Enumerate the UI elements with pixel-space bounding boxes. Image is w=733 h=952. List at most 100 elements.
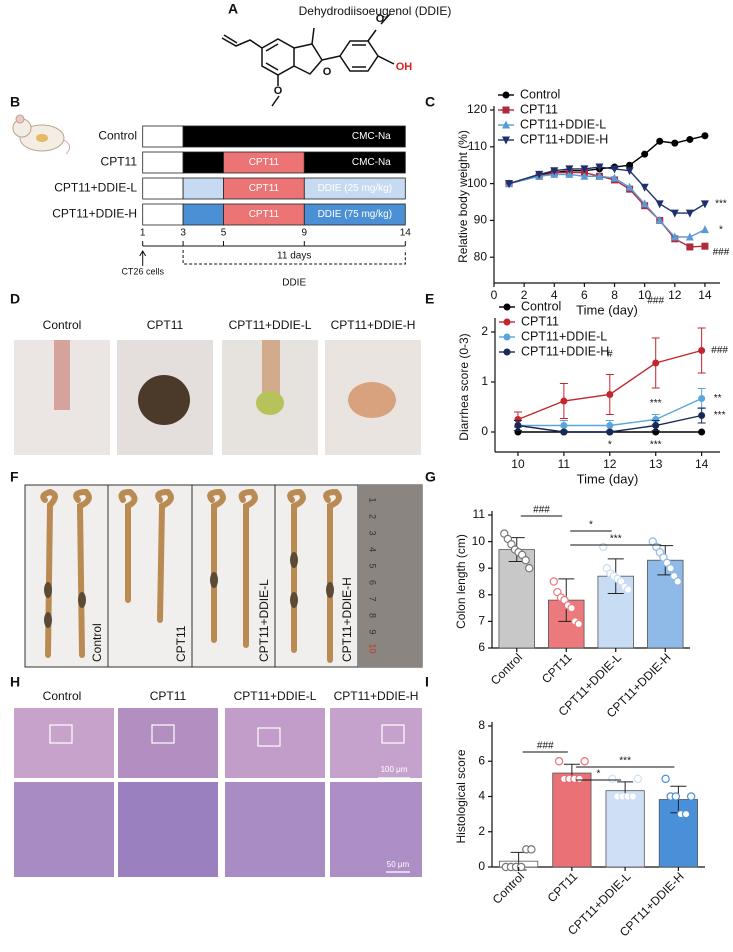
marker bbox=[560, 397, 568, 405]
treatment-phase bbox=[142, 203, 184, 226]
group-label: CPT11+DDIE-L bbox=[54, 181, 137, 195]
timeline-tick-label: 1 bbox=[140, 228, 146, 239]
phase-label: DDIE (75 mg/kg) bbox=[318, 209, 392, 220]
significance-label: ** bbox=[714, 393, 722, 404]
x-tick-label: 12 bbox=[603, 457, 617, 471]
y-tick-label: 6 bbox=[478, 753, 485, 767]
phase-label: CMC-Na bbox=[352, 157, 391, 168]
photo-label: CPT11+DDIE-H bbox=[340, 577, 354, 662]
photo-label: CPT11+DDIE-L bbox=[257, 579, 271, 662]
treatment-phase bbox=[303, 203, 406, 226]
data-point bbox=[628, 792, 637, 801]
treatment-phase bbox=[182, 203, 224, 226]
photo-label: CPT11+DDIE-L bbox=[229, 318, 312, 332]
marker bbox=[505, 180, 514, 189]
y-tick-label: 120 bbox=[467, 102, 487, 116]
significance-label: *** bbox=[714, 410, 726, 421]
data-point bbox=[681, 809, 691, 819]
marker bbox=[655, 200, 664, 209]
panel-label: G bbox=[425, 469, 436, 485]
bar bbox=[605, 790, 645, 868]
ruler-label: 3 bbox=[368, 530, 378, 535]
ruler-label: 7 bbox=[368, 596, 378, 601]
panel-label: A bbox=[228, 1, 238, 17]
data-point bbox=[671, 792, 681, 801]
ruler-label: 4 bbox=[368, 547, 378, 552]
ruler-label: 5 bbox=[368, 563, 378, 568]
photo-h bbox=[14, 708, 422, 877]
treatment-phase bbox=[142, 125, 184, 148]
marker bbox=[641, 150, 649, 158]
photo-label: Control bbox=[43, 318, 82, 332]
significance-label: # bbox=[607, 349, 613, 360]
x-tick-label: 8 bbox=[611, 288, 618, 302]
significance-label: *** bbox=[619, 756, 631, 767]
significance-label: ### bbox=[537, 741, 554, 752]
marker bbox=[670, 232, 679, 241]
legend-label: CPT11+DDIE-L bbox=[521, 329, 607, 343]
phase-label: CMC-Na bbox=[352, 131, 391, 142]
y-tick-label: 90 bbox=[474, 213, 488, 227]
ruler-label: 8 bbox=[368, 613, 378, 618]
marker bbox=[626, 161, 634, 169]
significance-label: * bbox=[597, 769, 601, 780]
panel-label: C bbox=[425, 94, 435, 110]
treatment-phase bbox=[182, 151, 224, 174]
photo-label: Control bbox=[43, 689, 82, 703]
marker bbox=[700, 225, 709, 234]
y-axis-label: Histological score bbox=[454, 749, 468, 843]
significance-label: *** bbox=[610, 534, 622, 545]
legend-label: CPT11+DDIE-H bbox=[521, 344, 609, 358]
photo-label: CPT11+DDIE-H bbox=[331, 318, 416, 332]
photo-label: Control bbox=[90, 623, 104, 662]
significance-label: ### bbox=[711, 345, 728, 356]
marker bbox=[698, 395, 706, 402]
marker bbox=[640, 183, 649, 192]
span-label: 11 days bbox=[277, 251, 311, 262]
x-tick-label: 6 bbox=[581, 288, 588, 302]
marker bbox=[701, 242, 709, 250]
cells-arrow bbox=[139, 250, 147, 266]
marker bbox=[700, 200, 709, 209]
phase-label: CPT11 bbox=[249, 157, 280, 168]
marker bbox=[606, 428, 614, 436]
photo-label: CPT11 bbox=[174, 625, 188, 662]
legend-marker bbox=[502, 136, 510, 145]
phase-label: DDIE (25 mg/kg) bbox=[318, 183, 392, 194]
y-tick-label: 8 bbox=[478, 718, 485, 732]
legend-marker bbox=[503, 333, 511, 341]
structure-title: Dehydrodiisoeugenol (DDIE) bbox=[299, 4, 452, 18]
chemical-structure bbox=[221, 13, 395, 107]
panel-label: B bbox=[10, 94, 20, 110]
significance-label: * bbox=[589, 520, 593, 531]
legend-marker bbox=[502, 106, 510, 114]
data-point bbox=[527, 845, 536, 854]
marker bbox=[652, 422, 660, 429]
photo-label: CPT11+DDIE-H bbox=[334, 689, 419, 703]
data-point bbox=[686, 792, 696, 801]
data-point bbox=[549, 577, 558, 586]
drug-label: DDIE bbox=[282, 278, 306, 289]
data-point bbox=[516, 862, 526, 872]
treatment-phase bbox=[182, 125, 406, 148]
atom-label: OH bbox=[396, 61, 413, 73]
bar bbox=[552, 772, 592, 868]
phase-label: CPT11 bbox=[249, 209, 280, 220]
timeline-tick-label: 3 bbox=[180, 228, 186, 239]
y-axis-label: Colon length (cm) bbox=[454, 534, 468, 629]
treatment-phase bbox=[303, 151, 406, 174]
data-point bbox=[599, 542, 608, 552]
y-axis-label: Relative body weight (%) bbox=[456, 130, 470, 263]
atom-label: O bbox=[323, 66, 332, 78]
x-axis-label: Time (day) bbox=[577, 471, 639, 486]
legend-marker bbox=[502, 91, 510, 99]
ruler-label: 9 bbox=[368, 629, 378, 634]
legend-label: Control bbox=[521, 299, 561, 313]
x-tick-label: 12 bbox=[668, 288, 682, 302]
significance-label: * bbox=[719, 224, 723, 235]
scale-label: 100 μm bbox=[381, 765, 408, 774]
marker bbox=[595, 163, 604, 172]
y-tick-label: 4 bbox=[478, 789, 485, 803]
marker bbox=[565, 169, 574, 178]
